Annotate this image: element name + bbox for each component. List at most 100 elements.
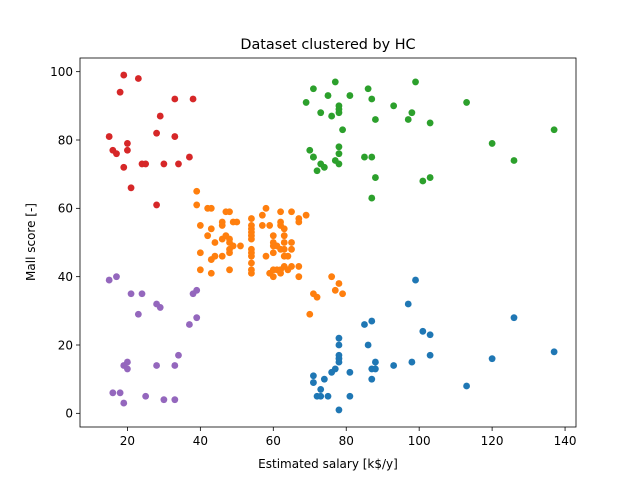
data-point — [156, 112, 164, 120]
data-point — [372, 358, 379, 366]
data-point — [138, 290, 146, 298]
chart-title: Dataset clustered by HC — [240, 37, 415, 53]
y-tick-label: 20 — [58, 338, 73, 352]
data-point — [331, 78, 339, 86]
data-point — [335, 160, 343, 168]
data-point — [211, 252, 219, 260]
data-point — [193, 187, 201, 195]
data-point — [320, 375, 328, 383]
x-tick-label: 20 — [120, 434, 135, 448]
data-point — [207, 225, 215, 233]
data-point — [211, 239, 219, 246]
data-point — [310, 153, 317, 161]
data-point — [127, 290, 135, 298]
data-point — [463, 99, 470, 106]
data-point — [331, 365, 339, 373]
data-point — [127, 184, 135, 192]
data-point — [277, 218, 284, 226]
data-point — [426, 331, 434, 339]
data-point — [368, 95, 376, 103]
data-point — [372, 174, 379, 181]
data-point — [288, 239, 295, 246]
data-point — [368, 194, 376, 202]
data-point — [142, 160, 150, 168]
data-point — [280, 225, 288, 233]
data-point — [419, 327, 427, 335]
x-tick-label: 100 — [408, 434, 431, 448]
data-point — [550, 348, 558, 356]
y-axis-label: Mall score [-] — [24, 203, 38, 281]
data-point — [193, 201, 201, 209]
data-point — [204, 232, 212, 240]
data-point — [248, 269, 255, 277]
data-point — [368, 153, 376, 161]
data-point — [335, 143, 343, 151]
data-point — [189, 95, 197, 103]
data-point — [233, 218, 241, 226]
data-point — [335, 406, 343, 414]
data-point — [171, 396, 179, 404]
data-point — [207, 269, 215, 277]
data-point — [193, 314, 201, 322]
data-point — [248, 215, 255, 222]
data-point — [160, 396, 168, 404]
data-point — [510, 314, 518, 322]
data-point — [116, 88, 124, 96]
data-point — [248, 245, 255, 253]
data-point — [324, 92, 332, 99]
data-point — [313, 167, 321, 175]
data-point — [331, 286, 339, 294]
data-point — [412, 78, 419, 86]
data-point — [310, 372, 317, 380]
data-point — [488, 140, 496, 147]
data-point — [248, 252, 255, 260]
data-point — [248, 222, 255, 229]
data-point — [302, 211, 310, 219]
x-tick-label: 80 — [339, 434, 354, 448]
x-tick-label: 60 — [266, 434, 281, 448]
data-point — [335, 341, 343, 349]
data-points — [105, 71, 558, 414]
data-point — [368, 317, 376, 325]
data-point — [124, 358, 131, 366]
data-point — [248, 259, 255, 267]
data-point — [488, 355, 496, 363]
data-point — [335, 280, 343, 287]
data-point — [310, 379, 317, 386]
data-point — [550, 126, 558, 134]
data-point — [105, 133, 113, 140]
data-point — [335, 150, 343, 158]
data-point — [324, 392, 332, 400]
data-point — [310, 85, 317, 93]
data-point — [280, 232, 288, 240]
axis-ticks: 20 40 60 80 100 120 140 0 20 40 60 80 100 — [50, 65, 576, 448]
data-point — [346, 92, 354, 99]
data-point — [372, 365, 379, 373]
data-point — [306, 310, 314, 318]
data-point — [426, 351, 434, 359]
data-point — [175, 351, 182, 359]
data-point — [288, 208, 295, 216]
y-tick-label: 80 — [58, 133, 73, 147]
data-point — [317, 392, 325, 400]
data-point — [186, 321, 193, 328]
data-point — [120, 163, 128, 171]
data-point — [116, 389, 124, 397]
data-point — [426, 174, 434, 181]
data-point — [404, 116, 412, 123]
x-tick-label: 120 — [481, 434, 504, 448]
data-point — [124, 146, 131, 154]
data-point — [105, 276, 113, 284]
data-point — [113, 273, 120, 281]
data-point — [419, 177, 427, 185]
data-point — [372, 116, 379, 123]
data-point — [317, 386, 325, 393]
data-point — [280, 245, 288, 253]
data-point — [134, 75, 142, 82]
x-tick-label: 40 — [193, 434, 208, 448]
data-point — [171, 362, 179, 369]
data-point — [328, 112, 336, 120]
data-point — [226, 208, 233, 216]
data-point — [361, 153, 368, 161]
